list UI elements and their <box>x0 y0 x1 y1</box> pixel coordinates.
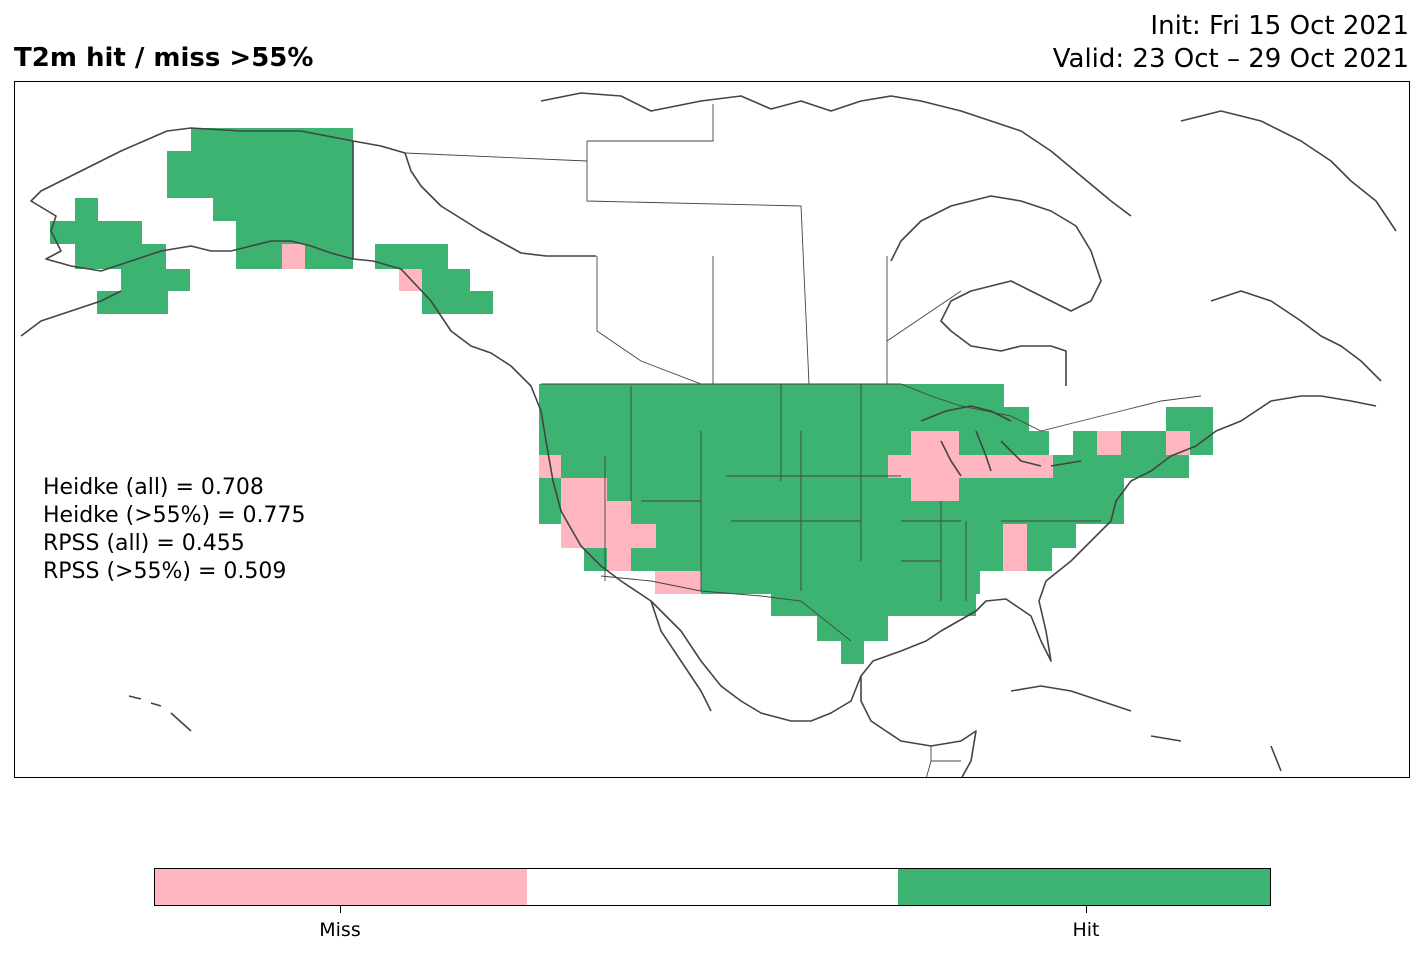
colorbar <box>154 868 1271 906</box>
date-info: Init: Fri 15 Oct 2021 Valid: 23 Oct – 29… <box>1053 10 1409 76</box>
colorbar-hit-segment <box>898 869 1271 905</box>
colorbar-tick <box>1086 906 1087 913</box>
colorbar-neutral-segment <box>526 869 899 905</box>
colorbar-miss-label: Miss <box>319 919 361 941</box>
colorbar-tick <box>340 906 341 913</box>
colorbar-hit-label: Hit <box>1072 919 1100 941</box>
stat-line: RPSS (>55%) = 0.509 <box>43 559 287 584</box>
score-stats: Heidke (all) = 0.708 Heidke (>55%) = 0.7… <box>43 474 306 586</box>
map-panel <box>14 81 1410 778</box>
panhandle-cells <box>375 244 493 314</box>
init-date: Init: Fri 15 Oct 2021 <box>1150 11 1409 41</box>
stat-line: RPSS (all) = 0.455 <box>43 531 245 556</box>
map-canvas <box>20 92 1397 777</box>
colorbar-miss-segment <box>155 869 527 905</box>
stat-line: Heidke (all) = 0.708 <box>43 475 264 500</box>
stat-line: Heidke (>55%) = 0.775 <box>43 503 306 528</box>
coastlines <box>20 92 1397 777</box>
map-title: T2m hit / miss >55% <box>14 43 314 73</box>
borders <box>404 104 1202 777</box>
valid-date: Valid: 23 Oct – 29 Oct 2021 <box>1052 44 1409 74</box>
alaska-cells <box>50 128 353 314</box>
